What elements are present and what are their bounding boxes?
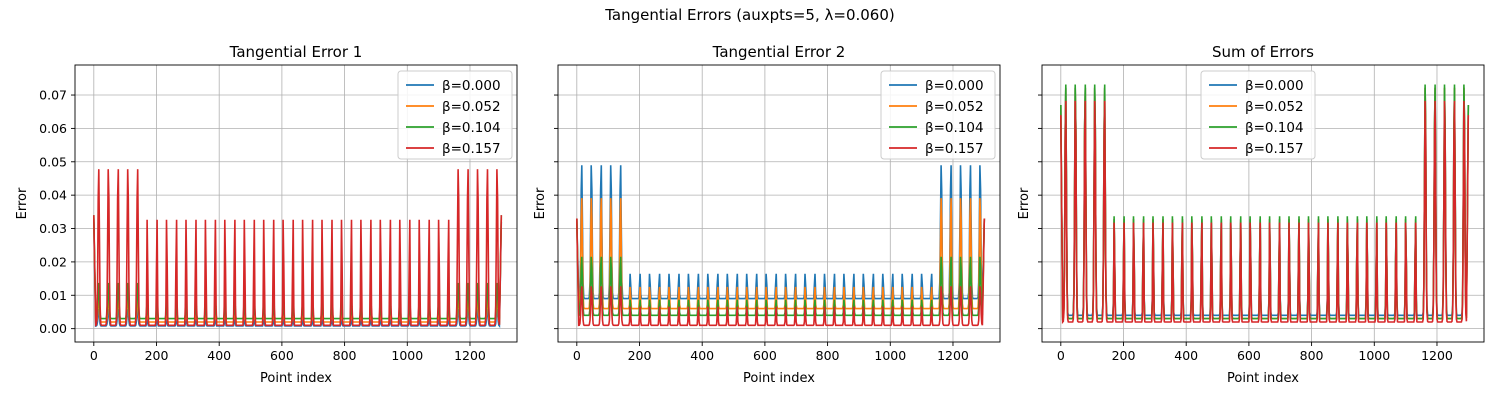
- y-tick-label: 0.02: [39, 254, 67, 269]
- y-axis-label: Error: [533, 187, 548, 219]
- legend: β=0.000 β=0.052 β=0.104 β=0.157: [880, 70, 996, 160]
- legend-entry: β=0.104: [442, 120, 501, 136]
- x-tick-label: 1000: [391, 348, 423, 363]
- series-line: [93, 169, 503, 327]
- plot-frame: [1041, 64, 1485, 343]
- series-line: [93, 215, 503, 320]
- x-tick-label: 0: [573, 348, 581, 363]
- x-axis-label: Point index: [743, 371, 815, 386]
- x-tick-label: 0: [1057, 348, 1065, 363]
- x-tick-label: 400: [1174, 348, 1198, 363]
- series-line: [1060, 100, 1470, 325]
- legend: β=0.000 β=0.052 β=0.104 β=0.157: [1200, 70, 1316, 160]
- panel-2: Tangential Error 2 0 200 400 600 800 1000 1200 P…: [533, 43, 1001, 386]
- legend-entry: β=0.157: [442, 141, 501, 157]
- x-tick-label: 800: [333, 348, 357, 363]
- legend-entry: β=0.052: [1245, 99, 1304, 115]
- panel-title: Sum of Errors: [1212, 43, 1314, 61]
- x-tick-label: 0: [90, 348, 98, 363]
- legend-entry: β=0.104: [925, 120, 984, 136]
- y-tick-label: 0.05: [39, 154, 67, 169]
- panel-1: Tangential Error 1 0 200 400 600 800 1000 1200 0…: [15, 43, 518, 386]
- plot-frame: [557, 64, 1001, 343]
- x-tick-label: 600: [270, 348, 294, 363]
- x-tick-label: 200: [1112, 348, 1136, 363]
- series-line: [1060, 87, 1470, 318]
- legend-entry: β=0.052: [442, 99, 501, 115]
- legend: β=0.000 β=0.052 β=0.104 β=0.157: [397, 70, 513, 160]
- x-tick-label: 400: [207, 348, 231, 363]
- y-axis-label: Error: [15, 187, 30, 219]
- legend-entry: β=0.052: [925, 99, 984, 115]
- y-tick-label: 0.04: [39, 188, 67, 203]
- x-tick-label: 200: [628, 348, 652, 363]
- legend-entry: β=0.157: [925, 141, 984, 157]
- y-tick-label: 0.06: [39, 121, 67, 136]
- x-tick-label: 1200: [1421, 348, 1453, 363]
- x-tick-label: 800: [1300, 348, 1324, 363]
- x-tick-label: 800: [816, 348, 840, 363]
- series-line: [93, 218, 503, 325]
- x-tick-label: 1200: [937, 348, 969, 363]
- legend-box: [397, 70, 513, 160]
- plot-frame: [74, 64, 518, 343]
- panel-title: Tangential Error 2: [712, 43, 846, 61]
- x-axis-label: Point index: [260, 371, 332, 386]
- panel-3: Sum of Errors 0 200 400 600 800 1000 1200 Point …: [1017, 43, 1485, 386]
- y-tick-label: 0.07: [39, 88, 67, 103]
- x-tick-label: 400: [690, 348, 714, 363]
- series-line: [576, 218, 986, 317]
- x-tick-label: 200: [145, 348, 169, 363]
- legend-entry: β=0.157: [1245, 141, 1304, 157]
- y-tick-label: 0.03: [39, 221, 67, 236]
- y-tick-label: 0.01: [39, 288, 67, 303]
- legend-entry: β=0.000: [442, 78, 501, 94]
- y-tick-label: 0.00: [39, 321, 67, 336]
- x-axis-label: Point index: [1227, 371, 1299, 386]
- x-tick-label: 1000: [874, 348, 906, 363]
- y-axis-label: Error: [1017, 187, 1032, 219]
- series-line: [576, 165, 986, 301]
- x-tick-label: 1000: [1358, 348, 1390, 363]
- panel-title: Tangential Error 1: [229, 43, 363, 61]
- series-line: [576, 198, 986, 310]
- legend-box: [1200, 70, 1316, 160]
- legend-entry: β=0.000: [1245, 78, 1304, 94]
- legend-entry: β=0.000: [925, 78, 984, 94]
- x-tick-label: 600: [753, 348, 777, 363]
- x-tick-label: 600: [1237, 348, 1261, 363]
- legend-entry: β=0.104: [1245, 120, 1304, 136]
- series-line: [576, 218, 986, 327]
- series-line: [1060, 84, 1470, 321]
- x-tick-label: 1200: [454, 348, 486, 363]
- figure-title: Tangential Errors (auxpts=5, λ=0.060): [604, 6, 895, 24]
- legend-box: [880, 70, 996, 160]
